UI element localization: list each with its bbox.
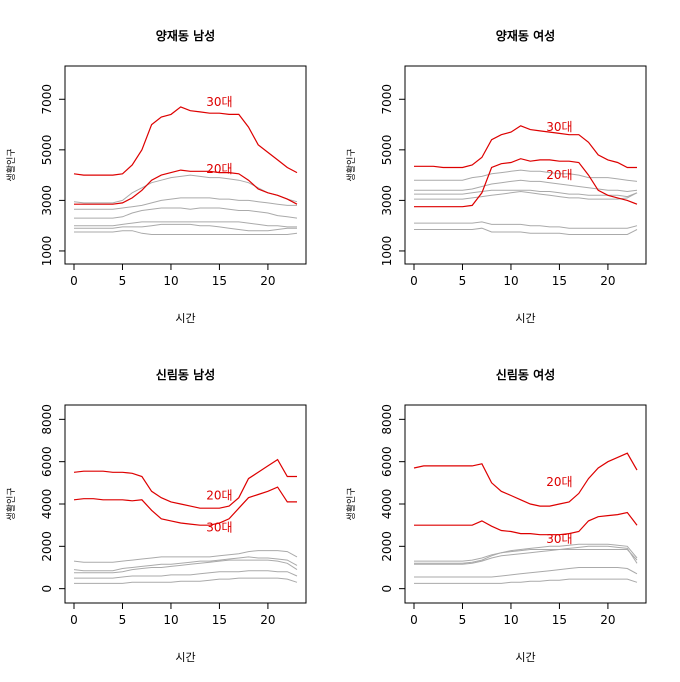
y-tick-label: 8000 xyxy=(40,404,54,435)
y-tick-label: 3000 xyxy=(40,185,54,216)
series-line-background xyxy=(414,545,638,565)
x-tick-label: 0 xyxy=(410,274,418,288)
x-tick-label: 15 xyxy=(552,613,567,627)
series-line-background xyxy=(414,179,638,193)
series-line-background xyxy=(74,577,298,584)
series-line-background xyxy=(73,556,298,572)
x-axis-label: 시간 xyxy=(175,651,195,664)
x-tick-label: 0 xyxy=(70,613,78,627)
series-line-background xyxy=(414,227,638,235)
series-line-background xyxy=(414,543,638,562)
y-axis-label: 생활인구 xyxy=(345,148,357,181)
x-tick-label: 10 xyxy=(503,613,518,627)
series-label: 30대 xyxy=(546,120,572,134)
series-line-background xyxy=(414,169,638,182)
y-tick-label: 4000 xyxy=(380,489,394,520)
series-line-background xyxy=(414,189,638,198)
x-tick-label: 10 xyxy=(503,274,518,288)
y-tick-label: 5000 xyxy=(40,135,54,166)
series-line-background xyxy=(73,550,298,563)
series-line-background xyxy=(74,570,298,579)
series-line-background xyxy=(414,549,638,564)
series-label: 20대 xyxy=(206,489,232,503)
x-axis-label: 시간 xyxy=(515,651,535,664)
y-axis-label: 생활인구 xyxy=(5,148,17,181)
panel-title: 신림동 남성 xyxy=(156,367,215,382)
y-tick-label: 0 xyxy=(380,585,394,593)
series-line-background xyxy=(74,559,298,574)
panel-2: 양재동 여성 30대 20대 0 5 10 15 20 1000 3000 5000 7000 시간 생활… xyxy=(345,28,647,325)
series-line-highlight xyxy=(73,106,298,176)
x-tick-label: 5 xyxy=(459,274,467,288)
series-line-highlight xyxy=(414,158,638,208)
series-line-highlight xyxy=(413,452,638,507)
y-tick-label: 0 xyxy=(40,585,54,593)
series-line-background xyxy=(73,174,298,204)
panel-title: 양재동 남성 xyxy=(156,28,215,43)
panel-4: 신림동 여성 20대 30대 0 5 10 15 20 0 2000 4000 6000 8000 시간 생… xyxy=(345,367,647,664)
series-label: 20대 xyxy=(546,475,572,489)
series-line-background xyxy=(74,207,298,219)
x-tick-label: 10 xyxy=(163,613,178,627)
series-line-background xyxy=(74,223,297,232)
y-axis-label: 생활인구 xyxy=(345,487,357,520)
series-label: 30대 xyxy=(546,532,572,546)
y-tick-label: 2000 xyxy=(40,531,54,562)
series-line-background xyxy=(74,197,297,210)
panel-3: 신림동 남성 20대 30대 0 5 10 15 20 0 2000 4000 6000 8000 시간 생… xyxy=(5,367,307,664)
series-line-background xyxy=(414,190,638,200)
y-axis-label: 생활인구 xyxy=(5,487,17,520)
series-line-highlight xyxy=(414,125,637,169)
series-line-highlight xyxy=(414,511,638,536)
series-line-background xyxy=(74,221,297,228)
y-tick-label: 7000 xyxy=(40,84,54,115)
series-line-background xyxy=(74,230,298,235)
x-tick-label: 15 xyxy=(552,274,567,288)
series-label: 20대 xyxy=(546,168,572,182)
x-axis-label: 시간 xyxy=(515,312,535,325)
series-line-highlight xyxy=(73,458,297,509)
x-tick-label: 15 xyxy=(212,613,227,627)
series-label: 20대 xyxy=(206,162,232,176)
x-tick-label: 0 xyxy=(410,613,418,627)
panel-1: 양재동 남성 30대 20대 0 5 10 15 20 1000 3000 5000 7000 시간 생활… xyxy=(5,28,307,325)
y-tick-label: 1000 xyxy=(40,236,54,267)
x-axis-label: 시간 xyxy=(175,312,195,325)
y-tick-label: 6000 xyxy=(40,446,54,477)
series-label: 30대 xyxy=(206,95,232,109)
x-tick-label: 10 xyxy=(163,274,178,288)
panel-title: 양재동 여성 xyxy=(496,28,555,43)
x-tick-label: 5 xyxy=(119,613,127,627)
series-line-highlight xyxy=(74,169,298,205)
x-tick-label: 20 xyxy=(260,613,275,627)
series-line-background xyxy=(414,221,638,229)
x-tick-label: 5 xyxy=(459,613,467,627)
y-tick-label: 6000 xyxy=(380,446,394,477)
series-line-highlight xyxy=(73,486,297,526)
x-tick-label: 20 xyxy=(600,613,615,627)
y-tick-label: 3000 xyxy=(380,185,394,216)
series-line-background xyxy=(414,567,638,578)
x-tick-label: 0 xyxy=(70,274,78,288)
x-tick-label: 20 xyxy=(260,274,275,288)
x-tick-label: 5 xyxy=(119,274,127,288)
y-tick-label: 4000 xyxy=(40,489,54,520)
panel-title: 신림동 여성 xyxy=(496,367,555,382)
y-tick-label: 1000 xyxy=(380,236,394,267)
series-line-background xyxy=(414,578,638,584)
y-tick-label: 7000 xyxy=(380,84,394,115)
x-tick-label: 20 xyxy=(600,274,615,288)
y-tick-label: 2000 xyxy=(380,531,394,562)
series-label: 30대 xyxy=(206,520,232,534)
y-tick-label: 5000 xyxy=(380,135,394,166)
y-tick-label: 8000 xyxy=(380,404,394,435)
x-tick-label: 15 xyxy=(212,274,227,288)
